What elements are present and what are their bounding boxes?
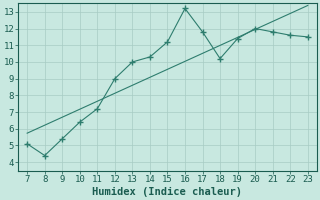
X-axis label: Humidex (Indice chaleur): Humidex (Indice chaleur) — [92, 186, 243, 197]
